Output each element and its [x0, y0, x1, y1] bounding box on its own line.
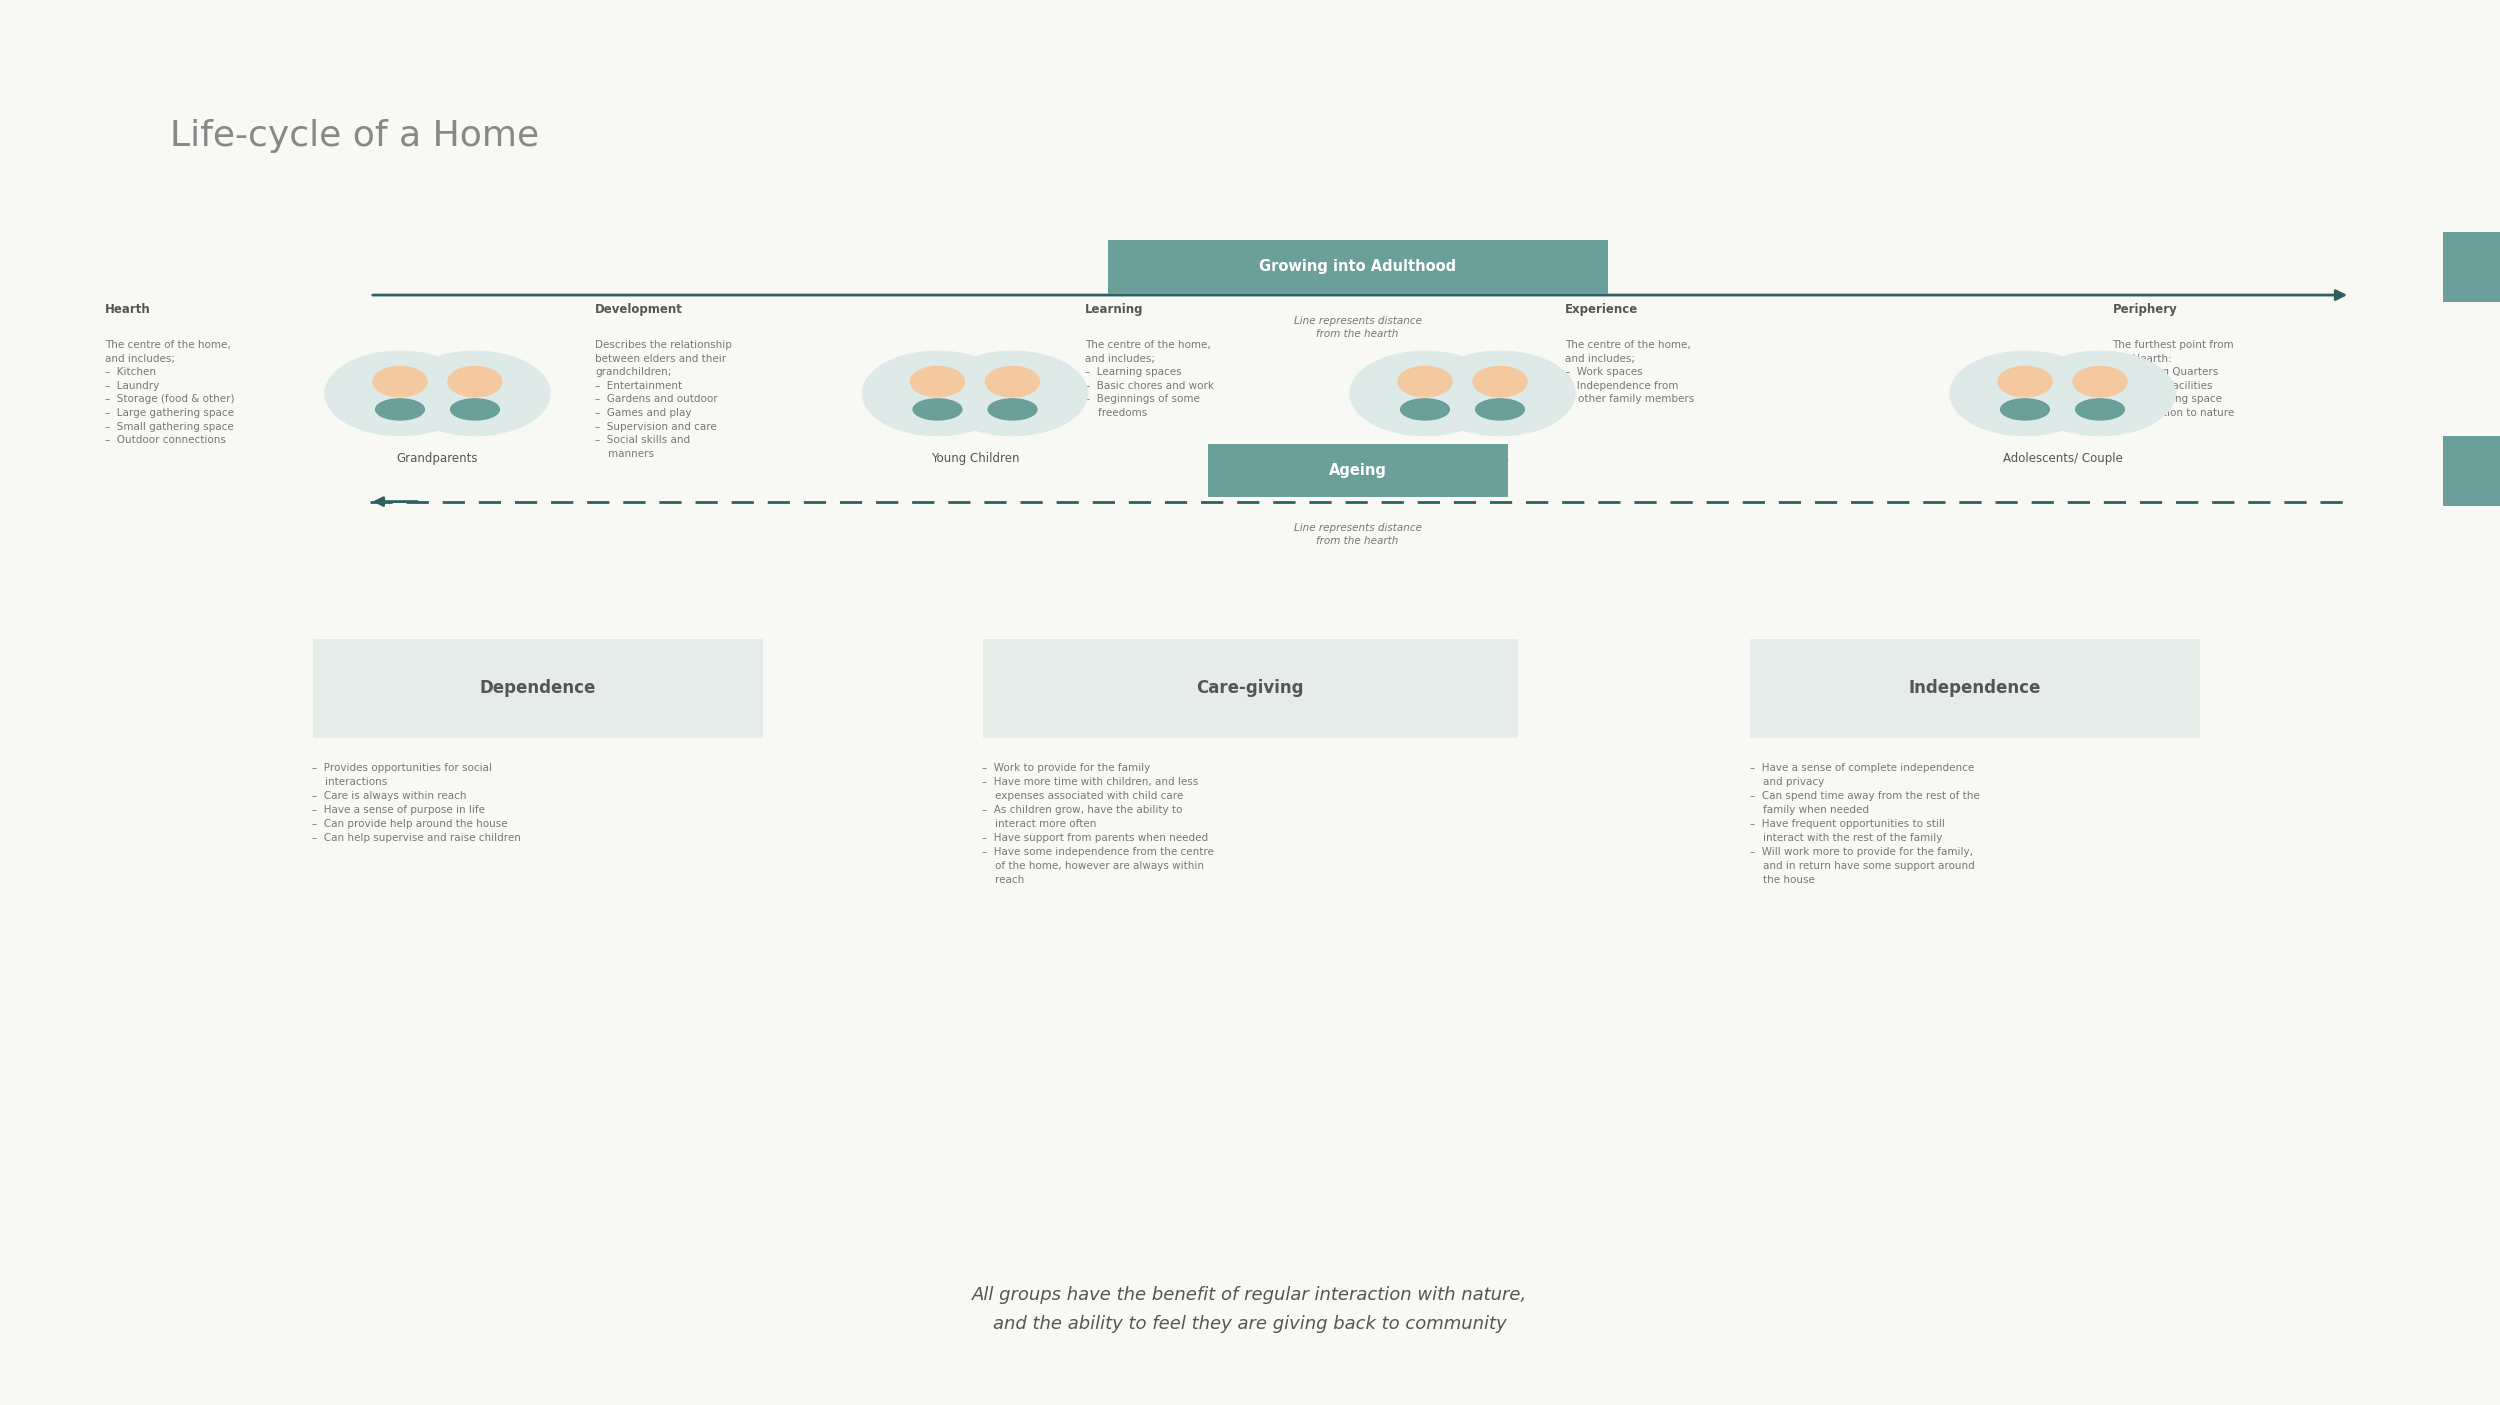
Text: The centre of the home,
and includes;
–  Learning spaces
–  Basic chores and wor: The centre of the home, and includes; – …: [1085, 340, 1215, 419]
Ellipse shape: [2075, 399, 2125, 420]
Circle shape: [1425, 351, 1575, 436]
Text: Line represents distance
from the hearth: Line represents distance from the hearth: [1292, 316, 1422, 340]
Circle shape: [372, 367, 428, 396]
Circle shape: [1398, 367, 1452, 396]
Text: Independence: Independence: [1910, 680, 2040, 697]
Ellipse shape: [912, 399, 962, 420]
FancyBboxPatch shape: [1750, 639, 2200, 738]
FancyBboxPatch shape: [2442, 232, 2500, 302]
Text: –  Provides opportunities for social
    interactions
–  Care is always within r: – Provides opportunities for social inte…: [312, 763, 522, 843]
Text: Young Children: Young Children: [930, 452, 1020, 465]
Ellipse shape: [2000, 399, 2050, 420]
Circle shape: [910, 367, 965, 396]
Ellipse shape: [988, 399, 1038, 420]
Text: Dependence: Dependence: [480, 680, 595, 697]
FancyBboxPatch shape: [1208, 444, 1508, 497]
Text: Line represents distance
from the hearth: Line represents distance from the hearth: [1292, 523, 1422, 547]
Circle shape: [938, 351, 1088, 436]
Ellipse shape: [1400, 399, 1450, 420]
Circle shape: [1350, 351, 1500, 436]
Text: Growing into Adulthood: Growing into Adulthood: [1260, 260, 1455, 274]
Text: Hearth: Hearth: [105, 303, 150, 316]
Text: Development: Development: [595, 303, 683, 316]
Ellipse shape: [375, 399, 425, 420]
Circle shape: [1998, 367, 2052, 396]
Text: Life-cycle of a Home: Life-cycle of a Home: [170, 119, 540, 153]
Text: Grandparents: Grandparents: [398, 452, 478, 465]
Text: Learning: Learning: [1085, 303, 1142, 316]
Text: The furthest point from
the Hearth:
–  Sleeping Quarters
–  Bathing Facilities
–: The furthest point from the Hearth: – Sl…: [2112, 340, 2235, 419]
Text: Experience: Experience: [1565, 303, 1638, 316]
Circle shape: [2072, 367, 2128, 396]
Ellipse shape: [450, 399, 500, 420]
FancyBboxPatch shape: [312, 639, 762, 738]
Text: –  Have a sense of complete independence
    and privacy
–  Can spend time away : – Have a sense of complete independence …: [1750, 763, 1980, 885]
Circle shape: [400, 351, 550, 436]
Circle shape: [1472, 367, 1528, 396]
Circle shape: [862, 351, 1012, 436]
Text: The centre of the home,
and includes;
–  Work spaces
–  Independence from
    ot: The centre of the home, and includes; – …: [1565, 340, 1695, 405]
Text: The centre of the home,
and includes;
–  Kitchen
–  Laundry
–  Storage (food & o: The centre of the home, and includes; – …: [105, 340, 235, 445]
Text: Periphery: Periphery: [2112, 303, 2178, 316]
Text: –  Work to provide for the family
–  Have more time with children, and less
    : – Work to provide for the family – Have …: [982, 763, 1215, 885]
Text: Ageing: Ageing: [1328, 464, 1388, 478]
Circle shape: [325, 351, 475, 436]
Text: Adolescents/ Couple: Adolescents/ Couple: [2002, 452, 2122, 465]
FancyBboxPatch shape: [2442, 436, 2500, 506]
FancyBboxPatch shape: [1108, 240, 1608, 294]
Circle shape: [1950, 351, 2100, 436]
Ellipse shape: [1475, 399, 1525, 420]
Text: Couple/ Parents: Couple/ Parents: [1415, 452, 1510, 465]
Circle shape: [2025, 351, 2175, 436]
Text: Care-giving: Care-giving: [1198, 680, 1305, 697]
Circle shape: [985, 367, 1040, 396]
Circle shape: [448, 367, 503, 396]
Text: All groups have the benefit of regular interaction with nature,
and the ability : All groups have the benefit of regular i…: [972, 1286, 1528, 1333]
Text: Describes the relationship
between elders and their
grandchildren;
–  Entertainm: Describes the relationship between elder…: [595, 340, 732, 459]
FancyBboxPatch shape: [982, 639, 1518, 738]
